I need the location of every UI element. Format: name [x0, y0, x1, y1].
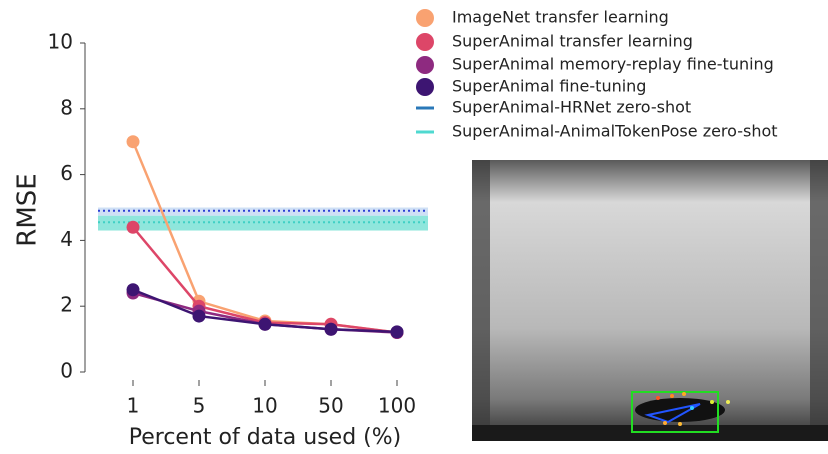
marker	[325, 323, 338, 336]
legend-label: SuperAnimal fine-tuning	[452, 77, 646, 96]
legend-label: SuperAnimal-AnimalTokenPose zero-shot	[452, 122, 778, 141]
y-tick-label: 4	[60, 227, 73, 251]
marker	[127, 283, 140, 296]
y-tick-label: 8	[60, 95, 73, 119]
legend-marker	[416, 9, 434, 27]
y-axis-label: RMSE	[13, 173, 43, 246]
x-axis-label: Percent of data used (%)	[129, 425, 402, 450]
y-tick-label: 2	[60, 293, 73, 317]
legend-marker	[416, 56, 434, 74]
x-tick-label: 5	[193, 394, 206, 418]
marker	[193, 310, 206, 323]
legend-label: SuperAnimal memory-replay fine-tuning	[452, 55, 774, 74]
marker	[127, 221, 140, 234]
marker	[127, 135, 140, 148]
x-tick-label: 1	[127, 394, 140, 418]
chart: RMSE Percent of data used (%) 0 2 4 6 8 10 1 5 1…	[0, 0, 828, 454]
legend-marker	[416, 78, 434, 96]
legend-label: SuperAnimal transfer learning	[452, 32, 693, 51]
marker	[391, 325, 404, 338]
legend-label: ImageNet transfer learning	[452, 8, 669, 27]
x-tick-label: 10	[252, 394, 277, 418]
marker	[259, 318, 272, 331]
y-tick-label: 0	[60, 359, 73, 383]
legend-marker	[416, 33, 434, 51]
y-tick-label: 10	[48, 30, 73, 54]
x-tick-label: 100	[378, 394, 416, 418]
photo	[472, 160, 828, 441]
y-tick-label: 6	[60, 161, 73, 185]
legend-label: SuperAnimal-HRNet zero-shot	[452, 98, 691, 117]
page: RMSE Percent of data used (%) 0 2 4 6 8 10 1 5 1…	[0, 0, 828, 454]
x-tick-label: 50	[318, 394, 343, 418]
